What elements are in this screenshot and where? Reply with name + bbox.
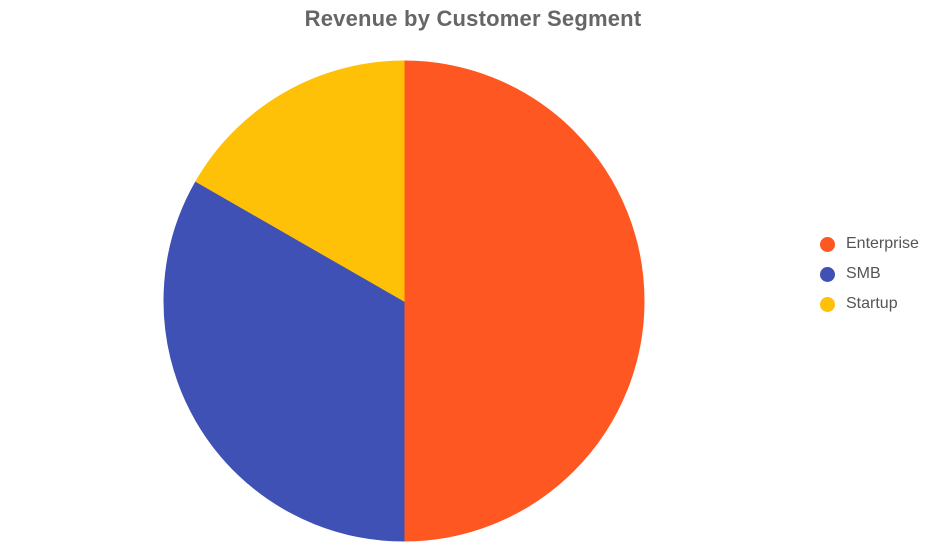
legend-item-enterprise[interactable]: Enterprise bbox=[820, 229, 919, 259]
legend-swatch-startup bbox=[820, 296, 835, 312]
pie-slice-startup[interactable] bbox=[195, 60, 405, 302]
legend-item-smb[interactable]: SMB bbox=[820, 259, 919, 289]
chart-legend: Enterprise SMB Startup bbox=[820, 229, 919, 319]
pie-slice-enterprise[interactable] bbox=[403, 60, 645, 542]
pie-slice-smb[interactable] bbox=[163, 180, 405, 542]
chart-title: Revenue by Customer Segment bbox=[304, 6, 642, 31]
legend-swatch-enterprise bbox=[820, 236, 835, 252]
legend-label-smb: SMB bbox=[846, 265, 881, 282]
legend-label-startup: Startup bbox=[846, 295, 898, 312]
legend-label-enterprise: Enterprise bbox=[846, 235, 919, 252]
legend-swatch-smb bbox=[820, 266, 835, 282]
legend-item-startup[interactable]: Startup bbox=[820, 289, 919, 319]
